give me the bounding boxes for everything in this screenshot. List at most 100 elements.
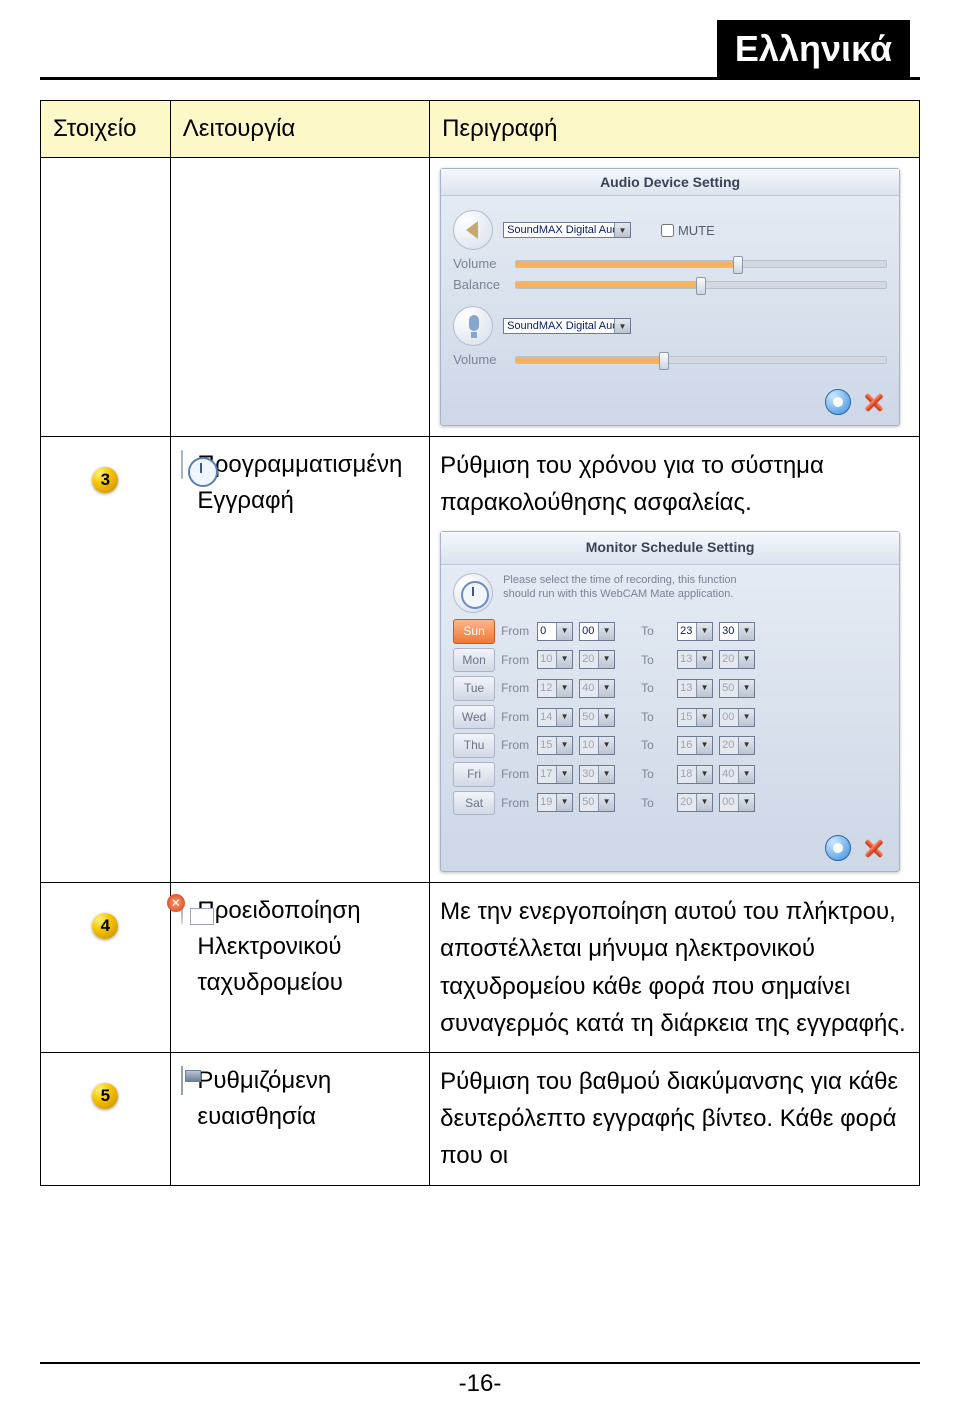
day-button-fri[interactable]: Fri — [453, 762, 495, 787]
to-min-dropdown[interactable]: 20 — [719, 736, 755, 755]
cell-desc-5: Ρύθμιση του βαθμού διακύμανσης για κάθε … — [430, 1052, 920, 1185]
cell-element-3: 3 — [41, 437, 171, 883]
schedule-row: Wed From 14 50 To 15 00 — [453, 705, 887, 730]
day-button-tue[interactable]: Tue — [453, 676, 495, 701]
fn5-line2: ευαισθησία — [197, 1099, 331, 1135]
from-hour-dropdown[interactable]: 10 — [537, 650, 573, 669]
schedule-cancel-button[interactable] — [861, 835, 887, 861]
fn3-line2: Εγγραφή — [197, 483, 377, 519]
day-button-wed[interactable]: Wed — [453, 705, 495, 730]
audio-device-panel: Audio Device Setting SoundMAX Digital Au… — [440, 168, 900, 426]
from-hour-dropdown[interactable]: 19 — [537, 793, 573, 812]
footer-rule — [40, 1362, 920, 1364]
schedule-row: Thu From 15 10 To 16 20 — [453, 733, 887, 758]
from-min-dropdown[interactable]: 00 — [579, 622, 615, 641]
to-min-dropdown[interactable]: 00 — [719, 708, 755, 727]
input-volume-slider[interactable] — [515, 356, 887, 364]
to-label: To — [641, 679, 671, 698]
output-device-dropdown[interactable]: SoundMAX Digital Audio — [503, 222, 631, 238]
schedule-row: MonFrom1020To1320 — [453, 648, 887, 673]
from-label: From — [501, 708, 531, 727]
table-row: 3 Προγραμματισμένη Εγγραφή Ρύθμιση του χ… — [41, 437, 920, 883]
from-min-dropdown[interactable]: 50 — [579, 708, 615, 727]
cell-function-4: Προειδοποίηση Ηλεκτρονικού ταχυδρομείου — [170, 883, 429, 1053]
mic-icon — [453, 306, 493, 346]
to-label: To — [641, 765, 671, 784]
schedule-ok-button[interactable] — [825, 835, 851, 861]
input-volume-label: Volume — [453, 352, 515, 367]
cancel-button[interactable] — [861, 389, 887, 415]
schedule-row: SunFrom000To2330 — [453, 619, 887, 644]
schedule-row: Fri From 17 30 To 18 40 — [453, 762, 887, 787]
to-min-dropdown[interactable]: 40 — [719, 765, 755, 784]
fn4-line2: Ηλεκτρονικού — [197, 929, 360, 965]
cell-element-4: 4 — [41, 883, 171, 1053]
cell-element-empty — [41, 158, 171, 437]
to-hour-dropdown[interactable]: 18 — [677, 765, 713, 784]
to-min-dropdown[interactable]: 30 — [719, 622, 755, 641]
to-min-dropdown[interactable]: 00 — [719, 793, 755, 812]
to-hour-dropdown[interactable]: 23 — [677, 622, 713, 641]
fn3-line1: Προγραμματισμένη — [197, 447, 377, 483]
from-label: From — [501, 794, 531, 813]
mute-label: MUTE — [678, 223, 715, 238]
badge-3: 3 — [92, 467, 118, 493]
from-min-dropdown[interactable]: 20 — [579, 650, 615, 669]
from-hour-dropdown[interactable]: 12 — [537, 679, 573, 698]
from-min-dropdown[interactable]: 40 — [579, 679, 615, 698]
from-hour-dropdown[interactable]: 14 — [537, 708, 573, 727]
to-label: To — [641, 736, 671, 755]
badge-5: 5 — [92, 1083, 118, 1109]
to-label: To — [641, 622, 671, 641]
ok-button[interactable] — [825, 389, 851, 415]
to-min-dropdown[interactable]: 50 — [719, 679, 755, 698]
mute-control[interactable]: MUTE — [661, 223, 715, 238]
day-button-thu[interactable]: Thu — [453, 733, 495, 758]
from-hour-dropdown[interactable]: 17 — [537, 765, 573, 784]
cell-desc-audio: Audio Device Setting SoundMAX Digital Au… — [430, 158, 920, 437]
mail-alert-icon — [181, 896, 183, 925]
schedule-row: Tue From 12 40 To 13 50 — [453, 676, 887, 701]
cell-function-3: Προγραμματισμένη Εγγραφή — [170, 437, 429, 883]
cell-function-empty — [170, 158, 429, 437]
to-hour-dropdown[interactable]: 15 — [677, 708, 713, 727]
from-label: From — [501, 765, 531, 784]
from-hour-dropdown[interactable]: 15 — [537, 736, 573, 755]
output-volume-slider[interactable] — [515, 260, 887, 268]
day-button-sun[interactable]: Sun — [453, 619, 495, 644]
to-hour-dropdown[interactable]: 16 — [677, 736, 713, 755]
balance-slider[interactable] — [515, 281, 887, 289]
from-label: From — [501, 736, 531, 755]
cell-function-5: Ρυθμιζόμενη ευαισθησία — [170, 1052, 429, 1185]
day-button-sat[interactable]: Sat — [453, 791, 495, 816]
col-header-function: Λειτουργία — [170, 101, 429, 158]
volume-label: Volume — [453, 256, 515, 271]
schedule-panel: Monitor Schedule Setting Please select t… — [440, 531, 900, 872]
schedule-row: SatFrom1950To2000 — [453, 791, 887, 816]
desc3-text: Ρύθμιση του χρόνου για το σύστημα παρακο… — [440, 447, 909, 521]
speaker-icon — [453, 210, 493, 250]
from-min-dropdown[interactable]: 50 — [579, 793, 615, 812]
day-button-mon[interactable]: Mon — [453, 648, 495, 673]
balance-label: Balance — [453, 277, 515, 292]
to-hour-dropdown[interactable]: 20 — [677, 793, 713, 812]
from-label: From — [501, 679, 531, 698]
clock-icon — [181, 450, 183, 479]
input-device-dropdown[interactable]: SoundMAX Digital Audio — [503, 318, 631, 334]
audio-panel-title: Audio Device Setting — [441, 169, 899, 196]
to-hour-dropdown[interactable]: 13 — [677, 679, 713, 698]
to-hour-dropdown[interactable]: 13 — [677, 650, 713, 669]
fn4-line3: ταχυδρομείου — [197, 965, 360, 1001]
from-min-dropdown[interactable]: 30 — [579, 765, 615, 784]
feature-table: Στοιχείο Λειτουργία Περιγραφή Audio Devi… — [40, 100, 920, 1186]
schedule-note-2: should run with this WebCAM Mate applica… — [503, 587, 737, 601]
to-label: To — [641, 708, 671, 727]
from-hour-dropdown[interactable]: 0 — [537, 622, 573, 641]
schedule-panel-title: Monitor Schedule Setting — [441, 532, 899, 565]
header-rule — [40, 77, 920, 80]
to-min-dropdown[interactable]: 20 — [719, 650, 755, 669]
mute-checkbox[interactable] — [661, 224, 674, 237]
from-min-dropdown[interactable]: 10 — [579, 736, 615, 755]
table-row: Audio Device Setting SoundMAX Digital Au… — [41, 158, 920, 437]
badge-4: 4 — [92, 913, 118, 939]
